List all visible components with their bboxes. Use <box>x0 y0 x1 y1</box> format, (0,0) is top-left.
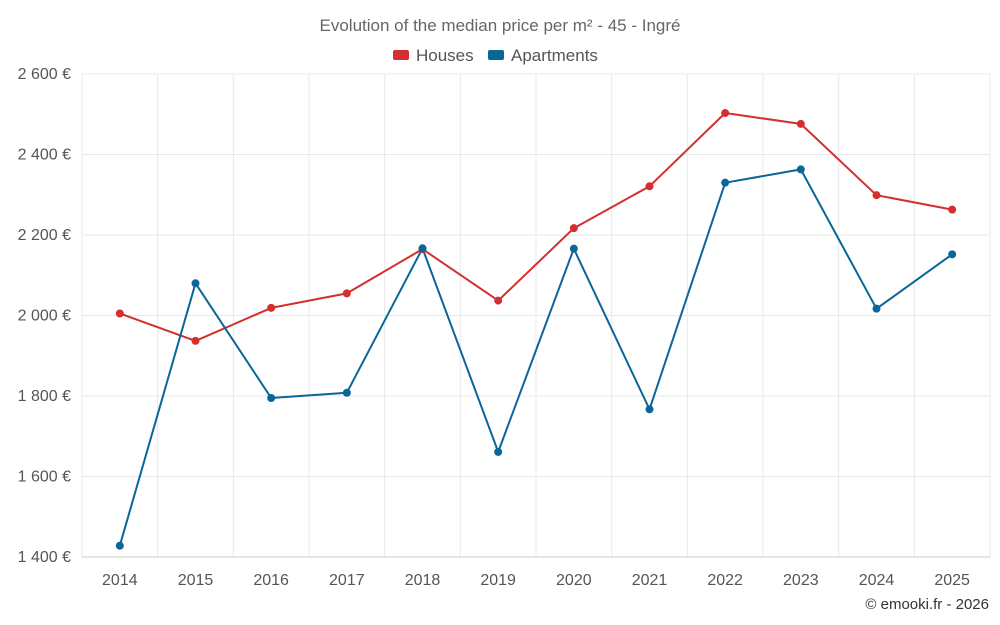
x-tick-label: 2019 <box>480 572 516 589</box>
x-tick-label: 2025 <box>934 572 970 589</box>
x-axis-labels: 2014 2015 2016 2017 2018 2019 2020 2021 2022 2023… <box>102 572 970 589</box>
x-tick-label: 2020 <box>556 572 592 589</box>
x-tick-label: 2015 <box>178 572 214 589</box>
x-tick-label: 2021 <box>632 572 668 589</box>
data-point-houses[interactable] <box>721 109 730 118</box>
x-tick-label: 2023 <box>783 572 819 589</box>
data-point-houses[interactable] <box>267 303 276 312</box>
legend-item-apartments[interactable]: Apartments <box>488 46 598 65</box>
data-point-houses[interactable] <box>872 191 881 200</box>
data-point-houses[interactable] <box>191 336 200 345</box>
x-tick-label: 2017 <box>329 572 365 589</box>
data-point-houses[interactable] <box>796 119 805 128</box>
data-point-houses[interactable] <box>948 205 957 214</box>
chart-title: Evolution of the median price per m² - 4… <box>320 16 681 35</box>
data-point-apartments[interactable] <box>645 405 654 414</box>
y-tick-label: 2 400 € <box>18 147 71 164</box>
data-point-apartments[interactable] <box>115 541 124 550</box>
data-point-houses[interactable] <box>115 309 124 318</box>
legend-item-houses[interactable]: Houses <box>393 46 474 65</box>
legend: Houses Apartments <box>393 46 598 65</box>
y-tick-label: 1 400 € <box>18 549 71 566</box>
series-points <box>115 109 957 550</box>
data-point-apartments[interactable] <box>418 244 427 253</box>
x-gridlines <box>81 74 991 557</box>
x-tick-label: 2022 <box>707 572 743 589</box>
y-axis-labels: 1 400 € 1 600 € 1 800 € 2 000 € 2 200 € 2 400… <box>18 66 71 566</box>
x-tick-label: 2016 <box>253 572 289 589</box>
data-point-apartments[interactable] <box>494 447 503 456</box>
legend-swatch-houses <box>393 50 409 60</box>
data-point-apartments[interactable] <box>191 279 200 288</box>
series-lines <box>118 112 953 546</box>
y-tick-label: 1 600 € <box>18 469 71 486</box>
legend-label-houses: Houses <box>416 46 474 65</box>
data-point-apartments[interactable] <box>342 388 351 397</box>
x-tick-label: 2014 <box>102 572 138 589</box>
legend-label-apartments: Apartments <box>511 46 598 65</box>
data-point-apartments[interactable] <box>796 165 805 174</box>
data-point-apartments[interactable] <box>948 250 957 259</box>
data-point-houses[interactable] <box>569 224 578 233</box>
data-point-apartments[interactable] <box>872 304 881 313</box>
x-tick-label: 2018 <box>405 572 441 589</box>
series-line-houses <box>119 112 953 342</box>
data-point-apartments[interactable] <box>721 178 730 187</box>
data-point-houses[interactable] <box>645 182 654 191</box>
series-line-apartments <box>118 168 953 546</box>
y-tick-label: 2 200 € <box>18 227 71 244</box>
data-point-houses[interactable] <box>342 289 351 298</box>
y-tick-label: 2 000 € <box>18 308 71 325</box>
x-tick-label: 2024 <box>859 572 895 589</box>
data-point-apartments[interactable] <box>569 244 578 253</box>
legend-swatch-apartments <box>488 50 504 60</box>
data-point-houses[interactable] <box>494 296 503 305</box>
y-tick-label: 1 800 € <box>18 388 71 405</box>
credit-text: © emooki.fr - 2026 <box>865 596 989 613</box>
y-tick-label: 2 600 € <box>18 66 71 83</box>
data-point-apartments[interactable] <box>267 394 276 403</box>
